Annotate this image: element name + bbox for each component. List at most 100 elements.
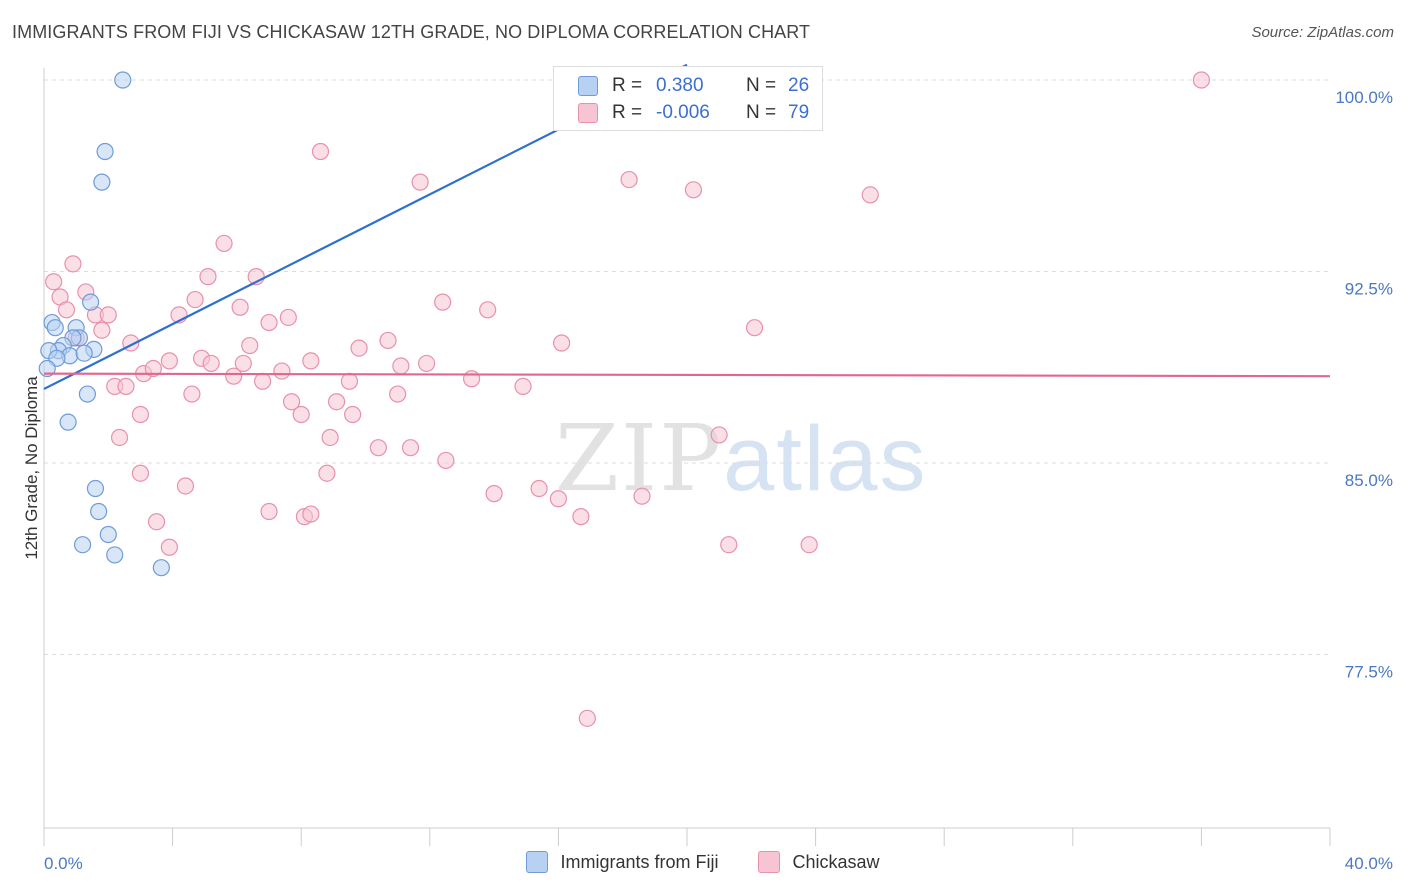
- chickasaw-point: [321, 428, 339, 447]
- legend-item-fiji: Immigrants from Fiji: [526, 851, 718, 873]
- fiji-point: [96, 142, 114, 161]
- fiji-points: [38, 71, 667, 577]
- chickasaw-point: [633, 487, 651, 505]
- chickasaw-point: [160, 538, 178, 556]
- fiji-point: [93, 173, 111, 191]
- x-tick-label-max: 40.0%: [1345, 854, 1393, 873]
- fiji-point: [78, 385, 97, 403]
- chickasaw-point: [340, 372, 359, 390]
- chickasaw-point: [684, 181, 703, 199]
- chickasaw-point: [183, 385, 201, 403]
- chickasaw-point: [437, 451, 455, 470]
- chickasaw-point: [302, 352, 320, 370]
- chickasaw-point: [311, 142, 330, 161]
- fiji-point: [106, 546, 124, 564]
- chickasaw-point: [241, 336, 259, 355]
- fiji-point: [99, 525, 117, 544]
- legend-n-value: 79: [788, 102, 810, 123]
- chickasaw-point: [225, 367, 243, 385]
- chickasaw-point: [176, 477, 195, 495]
- legend-n-label: N =: [746, 102, 777, 123]
- chickasaw-point: [57, 301, 76, 319]
- chickasaw-point: [292, 405, 310, 424]
- y-tick-label: 77.5%: [1345, 663, 1393, 682]
- y-tick-label: 85.0%: [1345, 471, 1393, 490]
- chickasaw-point: [514, 377, 532, 395]
- legend-r-value: -0.006: [656, 102, 710, 123]
- chickasaw-point: [1192, 71, 1211, 89]
- chickasaw-point: [282, 393, 301, 411]
- chickasaw-point: [479, 301, 497, 319]
- chickasaw-point: [434, 293, 452, 311]
- chickasaw-point: [549, 490, 568, 508]
- fiji-point: [86, 479, 105, 498]
- chickasaw-point: [401, 439, 420, 457]
- chickasaw-point: [530, 479, 548, 498]
- chickasaw-point: [215, 234, 233, 253]
- chickasaw-point: [160, 352, 178, 370]
- chickasaw-legend-label: Chickasaw: [792, 851, 880, 872]
- chickasaw-point: [318, 464, 336, 482]
- chickasaw-point: [186, 290, 204, 309]
- correlation-legend: R = 0.380 N = 26 R = -0.006 N = 79: [553, 66, 823, 131]
- chickasaw-point: [231, 298, 249, 316]
- chart-title: IMMIGRANTS FROM FIJI VS CHICKASAW 12TH G…: [12, 22, 811, 42]
- chickasaw-point: [710, 426, 728, 444]
- chickasaw-point: [254, 372, 272, 390]
- axis-labels: 100.0% 92.5% 85.0% 77.5% 0.0% 40.0% 12th Grade…: [22, 88, 1393, 873]
- chickasaw-point: [99, 306, 117, 324]
- chickasaw-point: [144, 359, 162, 378]
- chickasaw-point: [117, 377, 135, 395]
- chickasaw-point: [131, 464, 150, 482]
- chickasaw-legend-swatch: [758, 851, 781, 873]
- fiji-point: [73, 536, 92, 554]
- chickasaw-point: [350, 339, 368, 357]
- chickasaw-point: [260, 502, 278, 521]
- y-tick-label: 100.0%: [1335, 88, 1393, 107]
- chickasaw-point: [199, 268, 217, 286]
- chickasaw-point: [131, 405, 150, 424]
- chickasaw-point: [369, 439, 387, 457]
- chickasaw-point: [720, 536, 738, 554]
- chickasaw-point: [64, 255, 82, 273]
- chickasaw-point: [202, 354, 220, 373]
- chickasaw-point: [327, 393, 346, 411]
- fiji-legend-label: Immigrants from Fiji: [560, 851, 719, 872]
- legend-item-chickasaw: Chickasaw: [758, 851, 880, 873]
- chickasaw-point: [260, 313, 278, 332]
- chickasaw-point: [553, 334, 571, 352]
- fiji-swatch: [578, 76, 598, 96]
- chickasaw-point: [462, 370, 481, 388]
- chickasaw-point: [344, 405, 362, 424]
- chickasaw-point: [273, 362, 291, 380]
- legend-row-chickasaw: R = -0.006 N = 79: [578, 100, 809, 126]
- chickasaw-points: [45, 71, 1211, 727]
- y-axis-title: 12th Grade, No Diploma: [22, 376, 41, 560]
- fiji-point: [75, 344, 93, 362]
- chickasaw-point: [417, 354, 436, 373]
- y-tick-label: 92.5%: [1345, 280, 1393, 299]
- chickasaw-point: [279, 308, 297, 327]
- chickasaw-point: [800, 536, 818, 554]
- chickasaw-swatch: [578, 103, 598, 123]
- fiji-point: [82, 293, 100, 311]
- legend-n-value: 26: [788, 75, 810, 96]
- chickasaw-point: [620, 170, 638, 189]
- legend-r-value: 0.380: [656, 75, 704, 96]
- x-tick-label-min: 0.0%: [44, 854, 83, 873]
- chickasaw-point: [379, 331, 397, 350]
- legend-r-label: R =: [612, 75, 643, 96]
- legend-r-label: R =: [612, 102, 643, 123]
- legend-n-label: N =: [746, 75, 777, 96]
- chickasaw-point: [745, 319, 764, 337]
- fiji-point: [59, 413, 77, 431]
- chickasaw-point: [93, 321, 111, 339]
- chickasaw-point: [302, 505, 320, 523]
- chickasaw-point: [45, 273, 63, 291]
- watermark-atlas: atlas: [723, 408, 928, 510]
- fiji-legend-swatch: [526, 851, 549, 873]
- series-legend: Immigrants from Fiji Chickasaw: [0, 851, 1406, 873]
- fiji-point: [152, 559, 170, 577]
- axes: [43, 68, 1331, 846]
